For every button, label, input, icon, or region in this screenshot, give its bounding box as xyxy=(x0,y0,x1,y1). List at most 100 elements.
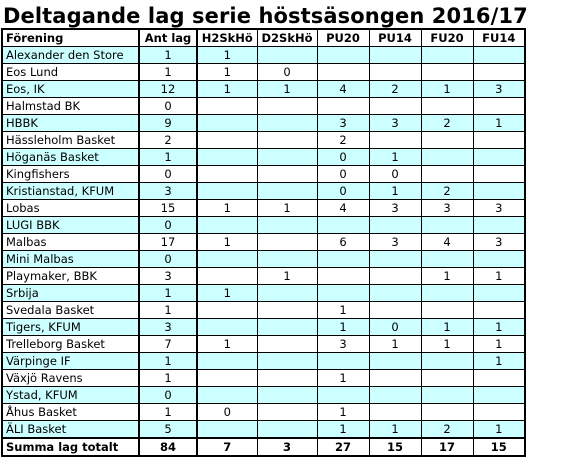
d2skho-cell xyxy=(256,216,318,234)
d2skho-cell xyxy=(256,148,318,166)
pu20-cell: 3 xyxy=(316,114,370,132)
fu14-cell xyxy=(472,97,526,115)
column-header-h2skho: H2SkHö xyxy=(196,28,258,47)
total-label: Summa lag totalt xyxy=(1,437,140,457)
total-d2skho-cell: 3 xyxy=(256,437,318,457)
table-row: Tigers, KFUM 3 1 0 1 1 xyxy=(1,318,526,336)
club-name-cell: Kingfishers xyxy=(1,165,140,183)
pu14-cell: 2 xyxy=(368,80,422,98)
fu14-cell xyxy=(472,403,526,421)
ant-lag-cell: 1 xyxy=(138,63,198,81)
fu20-cell: 2 xyxy=(420,182,474,200)
pu14-cell: 1 xyxy=(368,335,422,353)
table-row: Trelleborg Basket 7 1 3 1 1 1 xyxy=(1,335,526,353)
pu20-cell xyxy=(316,267,370,285)
ant-lag-cell: 12 xyxy=(138,80,198,98)
pu20-cell xyxy=(316,386,370,404)
d2skho-cell xyxy=(256,352,318,370)
ant-lag-cell: 0 xyxy=(138,386,198,404)
ant-lag-cell: 3 xyxy=(138,267,198,285)
fu14-cell xyxy=(472,182,526,200)
ant-lag-cell: 1 xyxy=(138,369,198,387)
ant-lag-cell: 2 xyxy=(138,131,198,149)
club-name-cell: Tigers, KFUM xyxy=(1,318,140,336)
pu14-cell: 3 xyxy=(368,114,422,132)
column-header-d2skho: D2SkHö xyxy=(256,28,318,47)
column-header-forening: Förening xyxy=(1,28,140,47)
fu20-cell xyxy=(420,97,474,115)
d2skho-cell xyxy=(256,97,318,115)
total-fu20-cell: 17 xyxy=(420,437,474,457)
club-name-cell: Kristianstad, KFUM xyxy=(1,182,140,200)
h2skho-cell: 1 xyxy=(196,199,258,217)
table-row: Eos Lund 1 1 0 xyxy=(1,63,526,81)
table-row: LUGI BBK 0 xyxy=(1,216,526,234)
pu20-cell: 6 xyxy=(316,233,370,251)
pu20-cell: 1 xyxy=(316,301,370,319)
table-row: Eos, IK 12 1 1 4 2 1 3 xyxy=(1,80,526,98)
fu14-cell xyxy=(472,148,526,166)
d2skho-cell xyxy=(256,420,318,439)
pu20-cell: 0 xyxy=(316,165,370,183)
fu14-cell xyxy=(472,216,526,234)
table-row: Srbija 1 1 xyxy=(1,284,526,302)
club-name-cell: Mini Malbas xyxy=(1,250,140,268)
d2skho-cell xyxy=(256,284,318,302)
column-header-fu14: FU14 xyxy=(472,28,526,47)
pu14-cell xyxy=(368,386,422,404)
fu20-cell: 1 xyxy=(420,267,474,285)
fu20-cell xyxy=(420,165,474,183)
table-row: Mini Malbas 0 xyxy=(1,250,526,268)
ant-lag-cell: 7 xyxy=(138,335,198,353)
total-fu14-cell: 15 xyxy=(472,437,526,457)
d2skho-cell xyxy=(256,233,318,251)
h2skho-cell: 1 xyxy=(196,284,258,302)
fu20-cell xyxy=(420,284,474,302)
fu20-cell: 2 xyxy=(420,420,474,439)
ant-lag-cell: 0 xyxy=(138,165,198,183)
pu14-cell: 1 xyxy=(368,182,422,200)
pu20-cell xyxy=(316,352,370,370)
total-ant-lag-cell: 84 xyxy=(138,437,198,457)
fu14-cell: 1 xyxy=(472,267,526,285)
pu14-cell: 1 xyxy=(368,148,422,166)
d2skho-cell: 1 xyxy=(256,199,318,217)
club-name-cell: LUGI BBK xyxy=(1,216,140,234)
table-row: Alexander den Store 1 1 xyxy=(1,46,526,64)
fu20-cell xyxy=(420,386,474,404)
pu20-cell: 1 xyxy=(316,420,370,439)
table-row: Växjö Ravens 1 1 xyxy=(1,369,526,387)
ant-lag-cell: 3 xyxy=(138,182,198,200)
h2skho-cell: 1 xyxy=(196,63,258,81)
fu20-cell xyxy=(420,250,474,268)
fu14-cell xyxy=(472,46,526,64)
club-name-cell: Ystad, KFUM xyxy=(1,386,140,404)
fu20-cell xyxy=(420,63,474,81)
d2skho-cell: 1 xyxy=(256,267,318,285)
d2skho-cell xyxy=(256,250,318,268)
pu14-cell xyxy=(368,97,422,115)
h2skho-cell xyxy=(196,267,258,285)
column-header-pu20: PU20 xyxy=(316,28,370,47)
fu20-cell xyxy=(420,131,474,149)
d2skho-cell xyxy=(256,165,318,183)
h2skho-cell xyxy=(196,250,258,268)
fu20-cell: 1 xyxy=(420,80,474,98)
fu20-cell: 1 xyxy=(420,335,474,353)
total-row: Summa lag totalt 84 7 3 27 15 17 15 xyxy=(1,437,526,457)
column-header-pu14: PU14 xyxy=(368,28,422,47)
pu14-cell xyxy=(368,131,422,149)
table-row: HBBK 9 3 3 2 1 xyxy=(1,114,526,132)
fu14-cell xyxy=(472,369,526,387)
ant-lag-cell: 1 xyxy=(138,46,198,64)
pu14-cell xyxy=(368,46,422,64)
ant-lag-cell: 0 xyxy=(138,216,198,234)
fu14-cell: 3 xyxy=(472,80,526,98)
pu20-cell: 0 xyxy=(316,182,370,200)
club-name-cell: ÄLI Basket xyxy=(1,420,140,439)
h2skho-cell xyxy=(196,352,258,370)
table-row: Kristianstad, KFUM 3 0 1 2 xyxy=(1,182,526,200)
club-name-cell: Hässleholm Basket xyxy=(1,131,140,149)
pu14-cell xyxy=(368,63,422,81)
h2skho-cell: 1 xyxy=(196,46,258,64)
